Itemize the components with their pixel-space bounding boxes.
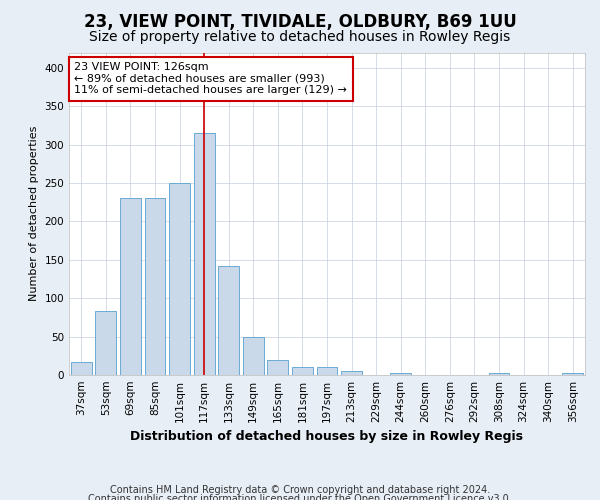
Bar [390,372,411,375]
Bar [194,133,215,375]
Text: Size of property relative to detached houses in Rowley Regis: Size of property relative to detached ho… [89,30,511,44]
Text: 23, VIEW POINT, TIVIDALE, OLDBURY, B69 1UU: 23, VIEW POINT, TIVIDALE, OLDBURY, B69 1… [83,12,517,30]
Bar [341,371,362,375]
Bar [169,183,190,375]
Bar [95,310,116,375]
Bar [145,198,166,375]
Bar [317,368,337,375]
Bar [243,336,264,375]
Bar [120,198,141,375]
Text: Contains public sector information licensed under the Open Government Licence v3: Contains public sector information licen… [88,494,512,500]
Y-axis label: Number of detached properties: Number of detached properties [29,126,39,302]
Bar [71,362,92,375]
Text: Contains HM Land Registry data © Crown copyright and database right 2024.: Contains HM Land Registry data © Crown c… [110,485,490,495]
Bar [488,372,509,375]
Bar [292,368,313,375]
Bar [268,360,289,375]
X-axis label: Distribution of detached houses by size in Rowley Regis: Distribution of detached houses by size … [131,430,523,444]
Text: 23 VIEW POINT: 126sqm
← 89% of detached houses are smaller (993)
11% of semi-det: 23 VIEW POINT: 126sqm ← 89% of detached … [74,62,347,96]
Bar [562,374,583,375]
Bar [218,266,239,375]
